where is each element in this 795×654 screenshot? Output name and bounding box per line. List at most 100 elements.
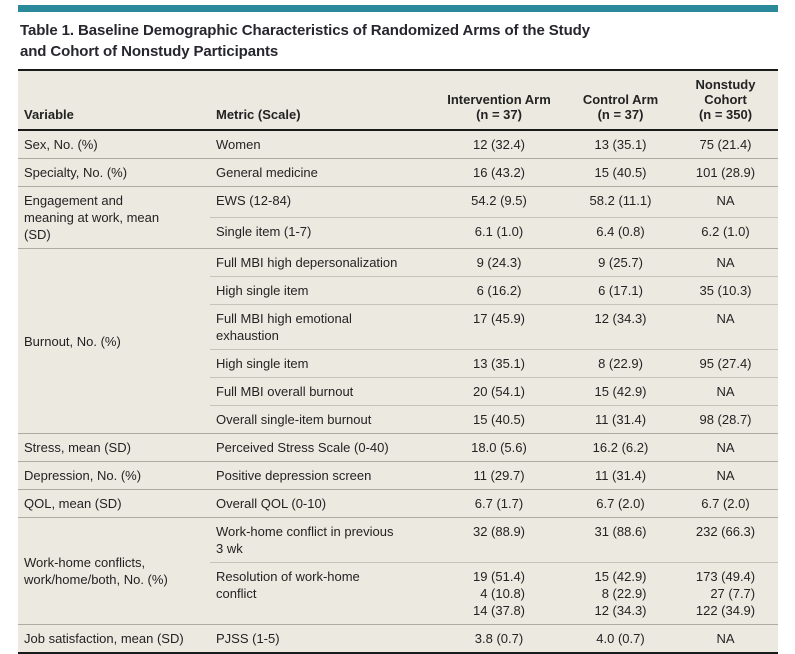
value-cell: 15 (42.9): [568, 377, 673, 406]
table-row: Single item (1-7) 6.1 (1.0) 6.4 (0.8) 6.…: [18, 217, 778, 249]
value-cell: 6.7 (2.0): [568, 489, 673, 518]
variable-cell: Stress, mean (SD): [18, 433, 210, 462]
table-row: Depression, No. (%) Positive depression …: [18, 461, 778, 490]
value-cell: 6.4 (0.8): [568, 217, 673, 249]
metric-cell: Positive depression screen: [210, 461, 430, 490]
value-cell: 12 (32.4): [430, 129, 568, 159]
table-title-line-2: and Cohort of Nonstudy Participants: [20, 43, 279, 60]
variable-cell: Engagement and meaning at work, mean (SD…: [18, 186, 210, 249]
value-cell: 9 (25.7): [568, 248, 673, 277]
stacked-values: 19 (51.4) 4 (10.8) 14 (37.8): [472, 569, 526, 618]
value-cell: 15 (40.5): [568, 158, 673, 187]
metric-cell: Full MBI high depersonalization: [210, 248, 430, 277]
metric-cell: PJSS (1-5): [210, 624, 430, 654]
metric-cell: Women: [210, 129, 430, 159]
value-cell: 6.7 (1.7): [430, 489, 568, 518]
value-cell: NA: [673, 304, 778, 350]
metric-cell: Work-home conflict in previous 3 wk: [210, 517, 430, 563]
value-cell: NA: [673, 461, 778, 490]
metric-cell: Perceived Stress Scale (0-40): [210, 433, 430, 462]
value-cell: 101 (28.9): [673, 158, 778, 187]
value-cell: 6.2 (1.0): [673, 217, 778, 249]
value-cell: 11 (29.7): [430, 461, 568, 490]
table-row: High single item 6 (16.2) 6 (17.1) 35 (1…: [18, 276, 778, 305]
variable-cell: Sex, No. (%): [18, 129, 210, 159]
value-cell: 15 (42.9) 8 (22.9) 12 (34.3): [568, 562, 673, 625]
value-cell: 19 (51.4) 4 (10.8) 14 (37.8): [430, 562, 568, 625]
value-cell: NA: [673, 377, 778, 406]
metric-cell: Full MBI overall burnout: [210, 377, 430, 406]
table-row: Engagement and meaning at work, mean (SD…: [18, 186, 778, 249]
metric-cell: High single item: [210, 349, 430, 378]
value-cell: 54.2 (9.5): [430, 186, 568, 218]
value-cell: 16.2 (6.2): [568, 433, 673, 462]
value-cell: 15 (40.5): [430, 405, 568, 434]
value-cell: 32 (88.9): [430, 517, 568, 563]
value-cell: 17 (45.9): [430, 304, 568, 350]
metric-cell: Resolution of work-home conflict: [210, 562, 430, 625]
value-cell: 13 (35.1): [430, 349, 568, 378]
value-cell: 95 (27.4): [673, 349, 778, 378]
metric-cell: General medicine: [210, 158, 430, 187]
table-row: QOL, mean (SD) Overall QOL (0-10) 6.7 (1…: [18, 489, 778, 518]
value-cell: 58.2 (11.1): [568, 186, 673, 218]
table-row: High single item 13 (35.1) 8 (22.9) 95 (…: [18, 349, 778, 378]
col-header-variable: Variable: [18, 69, 210, 131]
value-cell: 173 (49.4) 27 (7.7) 122 (34.9): [673, 562, 778, 625]
table-row: Full MBI overall burnout 20 (54.1) 15 (4…: [18, 377, 778, 406]
table-row: Work-home conflicts, work/home/both, No.…: [18, 517, 778, 625]
value-cell: 4.0 (0.7): [568, 624, 673, 654]
value-cell: 31 (88.6): [568, 517, 673, 563]
value-cell: 9 (24.3): [430, 248, 568, 277]
variable-cell: Job satisfaction, mean (SD): [18, 624, 210, 654]
metric-cell: Overall QOL (0-10): [210, 489, 430, 518]
col-header-control-arm: Control Arm (n = 37): [568, 69, 673, 131]
value-cell: 13 (35.1): [568, 129, 673, 159]
metric-cell: Full MBI high emotional exhaustion: [210, 304, 430, 350]
value-cell: NA: [673, 624, 778, 654]
value-cell: NA: [673, 186, 778, 218]
value-cell: 11 (31.4): [568, 461, 673, 490]
metric-cell: Overall single-item burnout: [210, 405, 430, 434]
value-cell: 232 (66.3): [673, 517, 778, 563]
table-title-line-1: Table 1. Baseline Demographic Characteri…: [20, 22, 590, 39]
baseline-demographics-table: Variable Metric (Scale) Intervention Arm…: [18, 69, 778, 654]
variable-cell: Work-home conflicts, work/home/both, No.…: [18, 517, 210, 625]
value-cell: 16 (43.2): [430, 158, 568, 187]
value-cell: 11 (31.4): [568, 405, 673, 434]
value-cell: 8 (22.9): [568, 349, 673, 378]
value-cell: 35 (10.3): [673, 276, 778, 305]
col-header-metric: Metric (Scale): [210, 69, 430, 131]
value-cell: NA: [673, 248, 778, 277]
table-row: Full MBI high emotional exhaustion 17 (4…: [18, 304, 778, 350]
header-row: Variable Metric (Scale) Intervention Arm…: [18, 69, 778, 131]
value-cell: NA: [673, 433, 778, 462]
table-row: Overall single-item burnout 15 (40.5) 11…: [18, 405, 778, 434]
table-row: Specialty, No. (%) General medicine 16 (…: [18, 158, 778, 187]
stacked-values: 173 (49.4) 27 (7.7) 122 (34.9): [695, 569, 756, 618]
value-cell: 6 (16.2): [430, 276, 568, 305]
col-header-intervention-arm: Intervention Arm (n = 37): [430, 69, 568, 131]
table-row: Stress, mean (SD) Perceived Stress Scale…: [18, 433, 778, 462]
metric-cell: High single item: [210, 276, 430, 305]
value-cell: 6.1 (1.0): [430, 217, 568, 249]
value-cell: 6 (17.1): [568, 276, 673, 305]
variable-cell: QOL, mean (SD): [18, 489, 210, 518]
value-cell: 75 (21.4): [673, 129, 778, 159]
col-header-nonstudy-cohort: Nonstudy Cohort (n = 350): [673, 69, 778, 131]
value-cell: 20 (54.1): [430, 377, 568, 406]
table-row: Job satisfaction, mean (SD) PJSS (1-5) 3…: [18, 624, 778, 654]
table-row: Resolution of work-home conflict 19 (51.…: [18, 562, 778, 625]
table-title: Table 1. Baseline Demographic Characteri…: [20, 20, 778, 62]
table-accent-bar: [18, 5, 778, 12]
value-cell: 3.8 (0.7): [430, 624, 568, 654]
metric-cell: Single item (1-7): [210, 217, 430, 249]
value-cell: 18.0 (5.6): [430, 433, 568, 462]
variable-cell: Burnout, No. (%): [18, 248, 210, 434]
variable-cell: Depression, No. (%): [18, 461, 210, 490]
stacked-values: 15 (42.9) 8 (22.9) 12 (34.3): [594, 569, 647, 618]
value-cell: 12 (34.3): [568, 304, 673, 350]
table-row: Burnout, No. (%) Full MBI high depersona…: [18, 248, 778, 434]
table-row: Sex, No. (%) Women 12 (32.4) 13 (35.1) 7…: [18, 129, 778, 159]
